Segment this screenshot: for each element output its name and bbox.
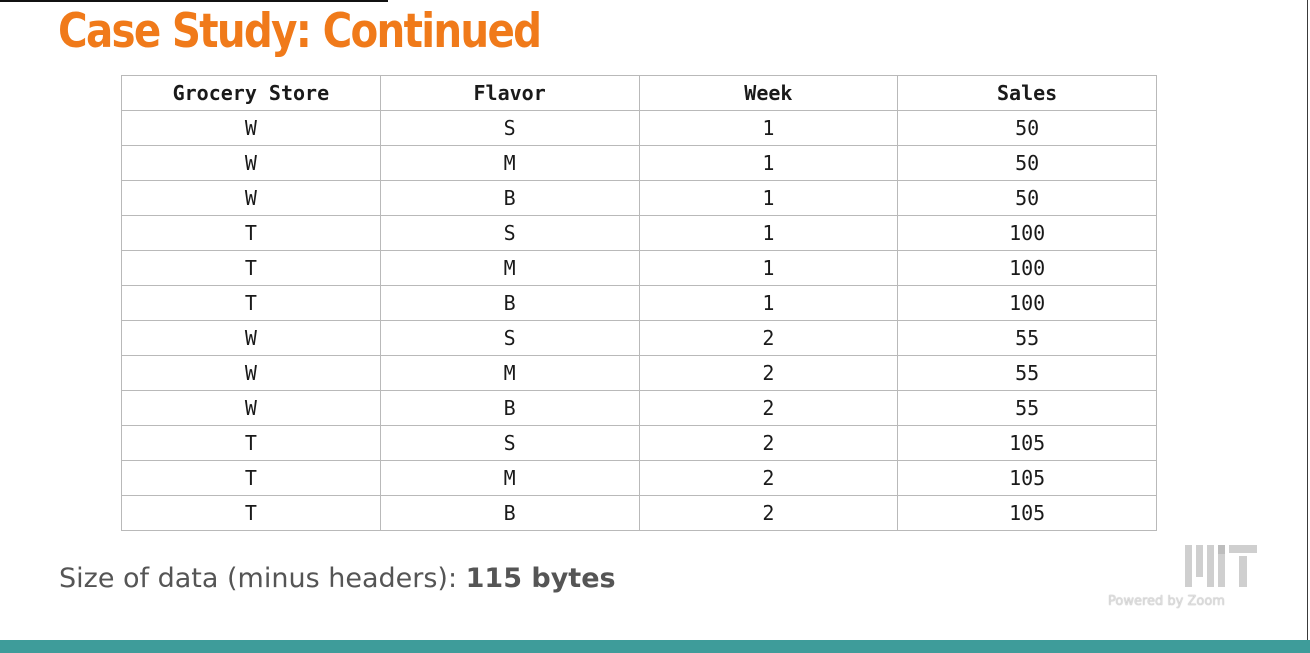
table-header: Grocery Store Flavor Week Sales [121,75,1157,111]
table-cell: 2 [638,390,899,426]
table-cell: 50 [897,110,1157,146]
table-row: W B 1 50 [121,180,1157,216]
column-header: Week [638,75,899,111]
table-cell: T [121,250,381,286]
table-cell: 55 [897,355,1157,391]
table-cell: M [379,355,640,391]
slide-title: Case Study: Continued [58,4,542,59]
table-cell: T [121,495,381,531]
data-size-value: 115 bytes [465,563,616,594]
table-cell: S [379,320,640,356]
table-cell: 50 [897,180,1157,216]
table-cell: 1 [638,215,899,251]
table-cell: W [121,355,381,391]
table-cell: 1 [638,285,899,321]
table-cell: W [121,110,381,146]
table-cell: 2 [638,460,899,496]
table-cell: B [379,390,640,426]
table-cell: 2 [638,355,899,391]
table-row: T M 2 105 [121,460,1157,496]
top-border-line [0,0,388,2]
table-cell: T [121,285,381,321]
table-cell: T [121,215,381,251]
table-cell: 100 [897,215,1157,251]
table-cell: 105 [897,460,1157,496]
table-header-row: Grocery Store Flavor Week Sales [121,75,1157,111]
table-row: W M 2 55 [121,355,1157,391]
mit-logo-icon [1185,545,1257,587]
table-cell: 105 [897,495,1157,531]
column-header: Sales [897,75,1157,111]
table-cell: B [379,180,640,216]
table-row: T S 2 105 [121,425,1157,461]
table-cell: W [121,180,381,216]
table-cell: B [379,285,640,321]
table-cell: S [379,110,640,146]
table-cell: 55 [897,390,1157,426]
table-cell: 100 [897,285,1157,321]
table-row: T S 1 100 [121,215,1157,251]
table-row: T M 1 100 [121,250,1157,286]
table-cell: M [379,145,640,181]
table-cell: B [379,495,640,531]
table-cell: 2 [638,320,899,356]
table-cell: S [379,215,640,251]
table-cell: 2 [638,425,899,461]
table-cell: T [121,460,381,496]
table-cell: 55 [897,320,1157,356]
table-row: W S 2 55 [121,320,1157,356]
bottom-accent-bar [0,640,1310,653]
table-cell: S [379,425,640,461]
table-cell: 2 [638,495,899,531]
table-cell: 1 [638,110,899,146]
data-size-label: Size of data (minus headers): [59,563,466,594]
right-border-line [1307,0,1308,640]
table-row: T B 2 105 [121,495,1157,531]
table-cell: W [121,320,381,356]
table-cell: 50 [897,145,1157,181]
table-cell: 100 [897,250,1157,286]
table-cell: 1 [638,180,899,216]
table-row: W S 1 50 [121,110,1157,146]
table-row: T B 1 100 [121,285,1157,321]
table-cell: M [379,250,640,286]
column-header: Flavor [379,75,640,111]
table-cell: W [121,145,381,181]
table-cell: 105 [897,425,1157,461]
table-row: W M 1 50 [121,145,1157,181]
powered-by-text: Powered by Zoom [1108,594,1225,609]
table-cell: T [121,425,381,461]
table-body: W S 1 50 W M 1 50 W B 1 50 T S 1 100 T M 1 100 T B 1 100 W S 2 55 W M… [121,110,1157,531]
table-cell: 1 [638,250,899,286]
sales-table: Grocery Store Flavor Week Sales W S 1 50 W M 1 50 W… [121,75,1157,531]
table-cell: M [379,460,640,496]
table-cell: W [121,390,381,426]
table-row: W B 2 55 [121,390,1157,426]
table-cell: 1 [638,145,899,181]
column-header: Grocery Store [121,75,381,111]
data-size-note: Size of data (minus headers): 115 bytes [59,563,616,594]
